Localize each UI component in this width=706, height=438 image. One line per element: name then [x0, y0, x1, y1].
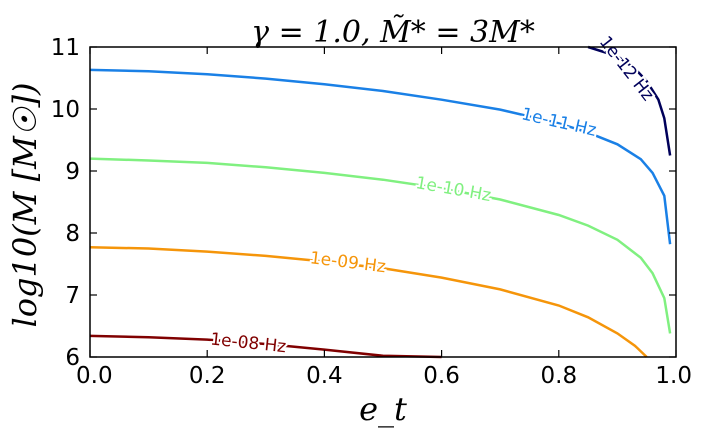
y-axis-ticks: 6 7 8 9 10 11	[51, 35, 676, 371]
contour-lines	[89, 45, 672, 359]
y-tick-label: 6	[65, 345, 80, 371]
y-tick-label: 8	[65, 221, 80, 247]
contour-line-1e-11-Hz	[89, 68, 672, 245]
contour-line-1e-10-Hz	[89, 157, 672, 334]
contour-label-1e-08-Hz: 1e-08 Hz	[209, 329, 287, 357]
contour-line-1e-09-Hz	[89, 246, 648, 358]
contour-label-1e-09-Hz: 1e-09 Hz	[309, 248, 387, 277]
x-axis-ticks: 0.0 0.2 0.4 0.6 0.8 1.0	[76, 47, 692, 389]
contour-line-1e-12-Hz	[587, 45, 672, 156]
y-tick-label: 9	[65, 159, 80, 185]
x-axis-label: e_t	[359, 390, 407, 428]
x-tick-label: 0.2	[189, 363, 226, 389]
x-tick-label: 0.0	[76, 363, 113, 389]
plot-frame	[89, 46, 677, 358]
y-tick-label: 11	[51, 35, 80, 61]
x-tick-label: 0.8	[541, 363, 578, 389]
y-axis-label: log10(M [M☉])	[6, 82, 44, 327]
contour-line-1e-08-Hz	[89, 334, 442, 359]
x-tick-label: 0.4	[306, 363, 343, 389]
x-tick-label: 0.6	[423, 363, 460, 389]
y-tick-label: 7	[65, 283, 80, 309]
contour-label-1e-11-Hz: 1e-11 Hz	[519, 104, 598, 141]
x-tick-label: 1.0	[655, 363, 692, 389]
contour-label-1e-10-Hz: 1e-10 Hz	[414, 173, 493, 206]
y-tick-label: 10	[51, 97, 80, 123]
chart-title: γ = 1.0, M̃* = 3M*	[251, 15, 535, 50]
contour-label-1e-12-Hz: 1e-12 Hz	[595, 33, 658, 105]
